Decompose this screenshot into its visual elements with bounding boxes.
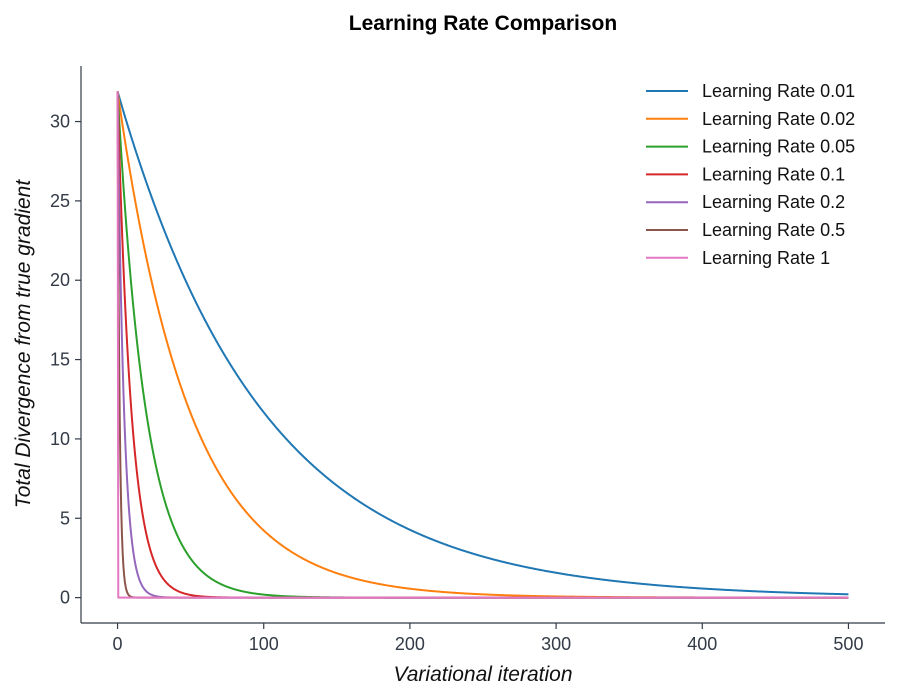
series-group xyxy=(116,91,849,599)
y-tick-label: 0 xyxy=(60,588,70,608)
legend-label: Learning Rate 0.1 xyxy=(702,164,845,184)
x-axis-label: Variational iteration xyxy=(394,663,573,686)
legend-label: Learning Rate 1 xyxy=(702,248,830,268)
y-tick-label: 25 xyxy=(50,191,70,211)
y-tick-label: 15 xyxy=(50,350,70,370)
chart-title: Learning Rate Comparison xyxy=(349,12,617,35)
legend-label: Learning Rate 0.2 xyxy=(702,192,845,212)
x-tick-label: 200 xyxy=(395,634,425,654)
x-tick-label: 400 xyxy=(687,634,717,654)
x-tick-label: 0 xyxy=(113,634,123,654)
y-tick-label: 10 xyxy=(50,429,70,449)
legend-label: Learning Rate 0.01 xyxy=(702,81,855,101)
legend-label: Learning Rate 0.05 xyxy=(702,137,855,157)
legend-label: Learning Rate 0.5 xyxy=(702,220,845,240)
plot-area: 0 100 200 300 400 500 0 5 10 15 20 25 30 xyxy=(50,66,885,654)
x-tick-label: 300 xyxy=(541,634,571,654)
x-axis-ticks: 0 100 200 300 400 500 xyxy=(113,623,863,654)
series-line-7 xyxy=(116,91,849,599)
x-tick-label: 500 xyxy=(833,634,863,654)
legend: Learning Rate 0.01 Learning Rate 0.02 Lear… xyxy=(646,81,855,268)
series-line-1 xyxy=(116,91,849,596)
y-tick-label: 30 xyxy=(50,112,70,132)
y-axis-label: Total Divergence from true gradient xyxy=(12,179,35,509)
y-tick-label: 5 xyxy=(60,508,70,528)
legend-label: Learning Rate 0.02 xyxy=(702,109,855,129)
y-axis-ticks: 0 5 10 15 20 25 30 xyxy=(50,112,81,608)
y-tick-label: 20 xyxy=(50,270,70,290)
x-tick-label: 100 xyxy=(249,634,279,654)
